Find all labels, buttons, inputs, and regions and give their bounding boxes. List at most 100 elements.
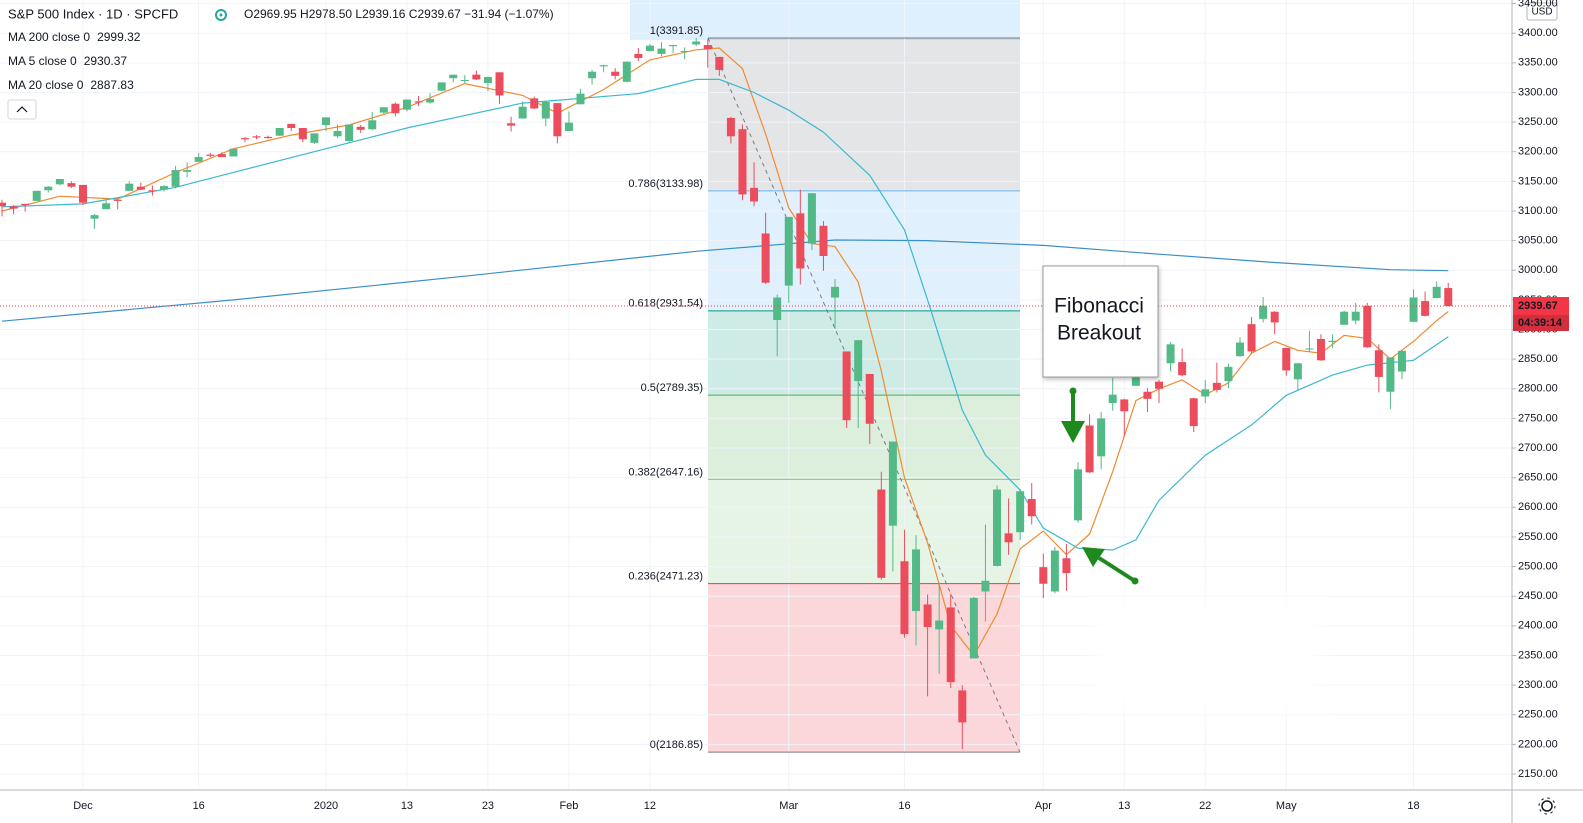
candle-body — [1201, 389, 1210, 397]
candle-body — [1108, 394, 1117, 404]
candle-body — [1178, 362, 1187, 376]
candle-body — [576, 93, 585, 105]
candle-body — [0, 202, 6, 207]
y-tick-label: 3150.00 — [1518, 175, 1558, 187]
legend-value: 2887.83 — [90, 78, 134, 92]
candle-body — [680, 50, 689, 52]
candle-body — [379, 107, 388, 113]
y-tick-label: 2450.00 — [1518, 590, 1558, 602]
candle-body — [472, 74, 481, 80]
candle-body — [1444, 288, 1453, 307]
candle-body — [738, 129, 747, 195]
collapse-button[interactable] — [7, 99, 37, 120]
candle-body — [483, 77, 492, 83]
collapse-chevron[interactable] — [16, 106, 28, 113]
fib-level-label: 0(2186.85) — [650, 739, 703, 751]
candle-body — [264, 136, 273, 139]
candle-body — [1039, 567, 1048, 584]
y-tick-label: 2350.00 — [1518, 649, 1558, 661]
candle-body — [78, 184, 87, 203]
candle-body — [1421, 301, 1430, 316]
y-tick-label: 3450.00 — [1518, 0, 1558, 9]
candle-body — [252, 136, 261, 138]
candle-body — [819, 225, 828, 257]
plot-layer: 1(3391.85) 0.786(3133.98) 0.618(2931.54) 0.… — [0, 25, 1512, 753]
candle-body — [1328, 340, 1337, 342]
candle-body — [588, 71, 597, 79]
candle-body — [564, 122, 573, 131]
candle-body — [715, 56, 724, 70]
x-tick-label: Apr — [1035, 800, 1052, 812]
y-tick-label: 2600.00 — [1518, 501, 1558, 513]
x-tick-label: Feb — [559, 800, 578, 812]
candle-body — [507, 123, 516, 126]
candle-body — [90, 215, 99, 219]
candle-body — [1120, 399, 1129, 412]
candle-body — [1247, 324, 1256, 352]
settings-icon-teeth[interactable] — [1538, 797, 1556, 815]
fib-zone — [708, 310, 1020, 396]
candle-body — [229, 148, 238, 157]
candle-body — [1351, 311, 1360, 321]
fib-level-label: 0.786(3133.98) — [628, 178, 703, 190]
price-axis-bg — [1512, 0, 1583, 823]
candle-body — [1363, 305, 1372, 348]
annotation-text: Breakout — [1057, 322, 1141, 345]
last-price-box — [1513, 297, 1569, 316]
fib-trend-line — [707, 37, 1021, 753]
fib-zone — [708, 38, 1020, 191]
y-tick-label: 3400.00 — [1518, 27, 1558, 39]
candle-body — [345, 124, 354, 142]
countdown-box — [1513, 315, 1569, 332]
candle-body — [1235, 342, 1244, 357]
candle-body — [9, 206, 18, 209]
candle-body — [159, 186, 168, 190]
y-tick-label: 2300.00 — [1518, 679, 1558, 691]
candle-body — [518, 106, 527, 119]
y-tick-label: 3250.00 — [1518, 116, 1558, 128]
settings-button[interactable] — [1538, 797, 1556, 815]
y-tick-label: 3200.00 — [1518, 146, 1558, 158]
countdown: 04:39:14 — [1518, 317, 1563, 329]
candle-body — [310, 133, 319, 143]
arrow-head — [1082, 547, 1105, 567]
candle-body — [1397, 350, 1406, 372]
candle-body — [356, 126, 365, 130]
blur-smudge — [1095, 598, 1320, 713]
collapse-button-box[interactable] — [7, 99, 37, 120]
candle-body — [495, 72, 504, 96]
candle-body — [784, 216, 793, 286]
candle-body — [923, 604, 932, 628]
fib-zone — [708, 583, 1020, 753]
x-tick-label: 22 — [1199, 800, 1211, 812]
settings-icon[interactable] — [1541, 800, 1553, 812]
candle-body — [726, 117, 735, 137]
legend-layer: S&P 500 Index · 1D · SPCFD O2969.95 H297… — [7, 6, 554, 120]
candle-body — [900, 561, 909, 635]
candle-body — [877, 489, 886, 578]
candle-body — [611, 71, 620, 76]
candle-body — [1224, 366, 1233, 382]
fib-level-label: 0.382(2647.16) — [628, 466, 703, 478]
ma-line — [1, 239, 1449, 322]
legend-value: 2930.37 — [84, 54, 128, 68]
candle-body — [669, 45, 678, 47]
candle-body — [1062, 558, 1071, 574]
y-tick-label: 2850.00 — [1518, 353, 1558, 365]
annotation-text: Fibonacci — [1054, 295, 1144, 318]
x-tick-label: 16 — [898, 800, 910, 812]
legend-name: MA 20 close 0 — [8, 78, 84, 92]
candle-body — [703, 45, 712, 50]
legend-name: MA 200 close 0 — [8, 30, 90, 44]
candle-body — [113, 199, 122, 201]
currency-box — [1526, 2, 1558, 21]
candle-body — [553, 103, 562, 137]
candle-body — [657, 48, 666, 54]
candle-body — [1259, 305, 1268, 319]
y-tick-label: 2750.00 — [1518, 412, 1558, 424]
candle-body — [1340, 311, 1349, 325]
arrow-head — [1061, 421, 1085, 443]
candle-body — [1386, 357, 1395, 392]
